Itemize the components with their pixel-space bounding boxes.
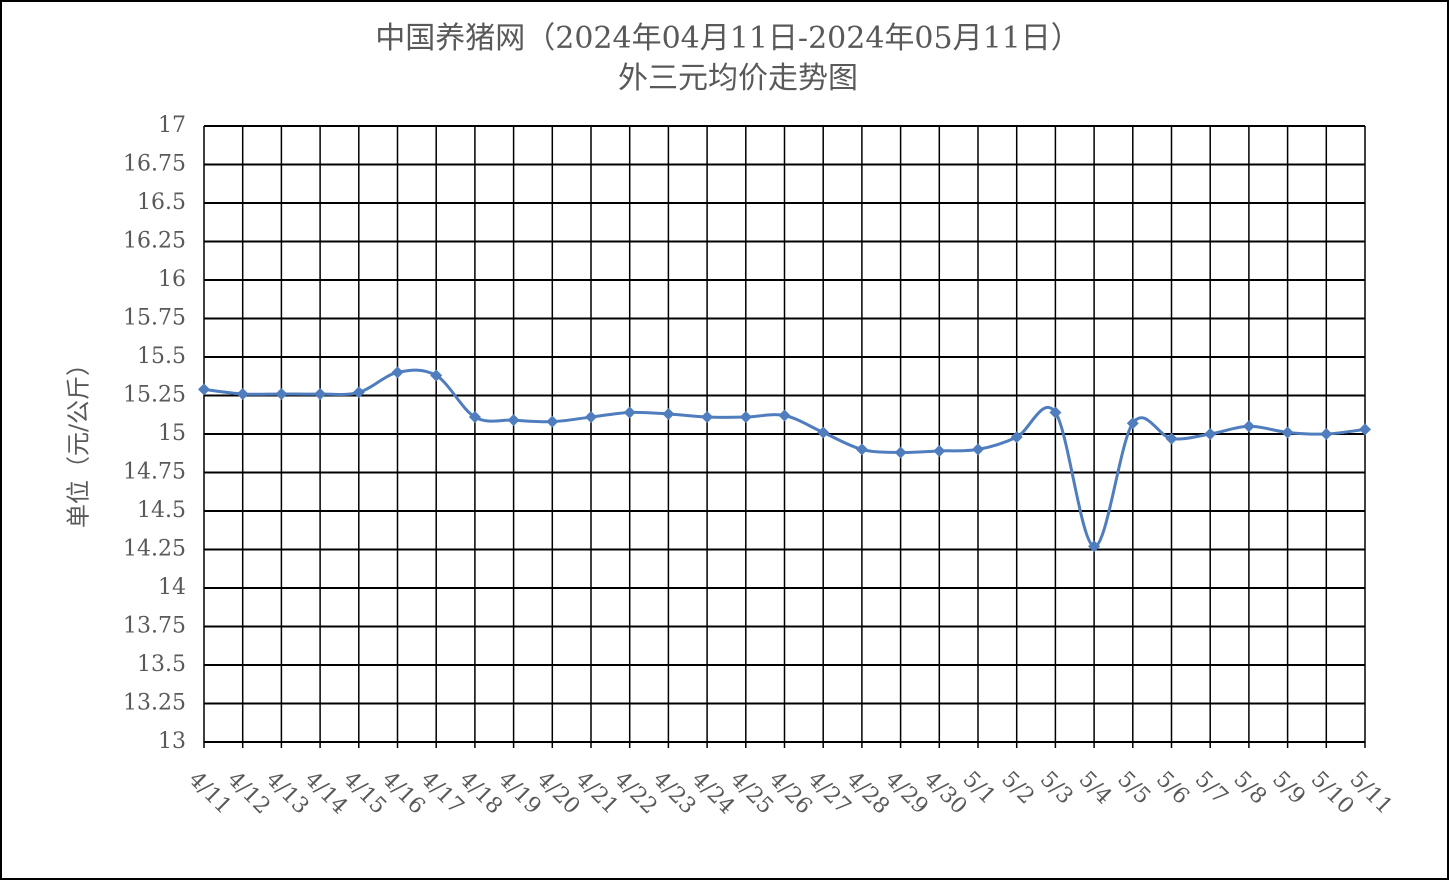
y-tick-label: 13.25 xyxy=(123,691,186,716)
marker xyxy=(352,386,365,399)
marker xyxy=(468,411,481,424)
marker xyxy=(198,383,210,396)
y-tick-label: 13.75 xyxy=(123,614,186,639)
marker xyxy=(1165,432,1178,445)
marker xyxy=(1359,423,1371,436)
y-tick-label: 15 xyxy=(158,421,186,446)
marker xyxy=(1281,426,1294,439)
marker xyxy=(739,411,752,424)
marker xyxy=(623,406,636,419)
marker xyxy=(701,411,714,424)
y-tick-label: 14.5 xyxy=(137,498,186,523)
marker xyxy=(507,414,520,427)
marker xyxy=(546,415,559,428)
y-tick-label: 15.75 xyxy=(123,306,186,331)
marker xyxy=(778,409,791,422)
y-tick-label: 17 xyxy=(158,113,186,138)
marker xyxy=(1204,428,1217,440)
y-tick-label: 13 xyxy=(158,729,186,754)
marker xyxy=(275,387,288,400)
marker xyxy=(391,366,404,379)
marker xyxy=(855,443,868,456)
y-tick-label: 16.25 xyxy=(123,229,186,254)
marker xyxy=(430,369,443,382)
marker xyxy=(1010,431,1023,444)
y-tick-label: 15.25 xyxy=(123,383,186,408)
marker xyxy=(1242,420,1255,433)
chart-title: 中国养猪网（2024年04月11日-2024年05月11日） xyxy=(375,21,1081,56)
y-tick-label: 16 xyxy=(158,267,186,292)
y-axis-label: 单位（元/公斤） xyxy=(65,352,93,528)
marker xyxy=(972,443,984,456)
chart-subtitle: 外三元均价走势图 xyxy=(618,61,858,96)
marker xyxy=(585,411,597,424)
y-tick-label: 13.5 xyxy=(137,652,186,677)
marker xyxy=(817,426,830,439)
y-tick-label: 15.5 xyxy=(137,344,186,369)
marker xyxy=(662,407,675,420)
marker xyxy=(314,387,327,400)
marker xyxy=(1320,428,1333,440)
y-tick-label: 16.75 xyxy=(123,152,186,177)
y-tick-label: 16.5 xyxy=(137,190,186,215)
y-tick-label: 14.25 xyxy=(123,537,186,562)
marker xyxy=(894,446,907,459)
y-tick-label: 14.75 xyxy=(123,460,186,485)
marker xyxy=(1126,417,1139,430)
marker xyxy=(236,387,249,400)
marker xyxy=(1049,406,1062,419)
y-tick-label: 14 xyxy=(158,575,186,600)
marker xyxy=(1088,540,1101,553)
marker xyxy=(933,444,946,457)
